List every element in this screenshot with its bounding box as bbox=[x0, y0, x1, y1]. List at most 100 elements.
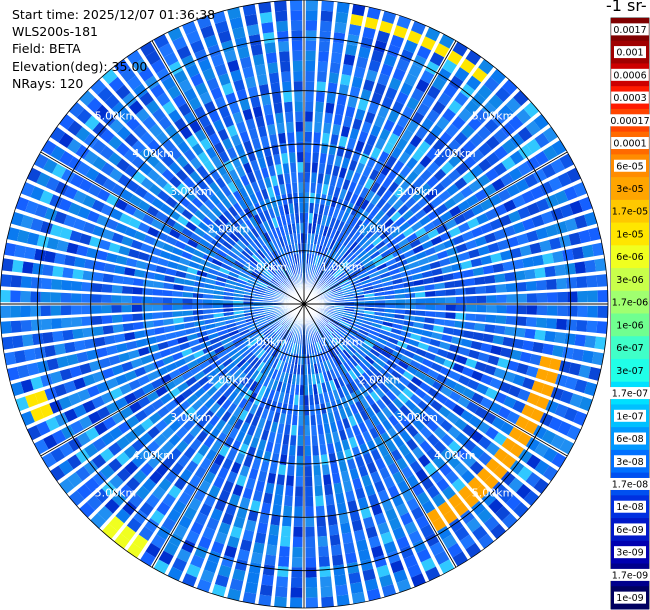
ray-line bbox=[303, 10, 384, 305]
range-gate bbox=[398, 376, 411, 387]
colorbar-label-bg bbox=[614, 455, 646, 468]
range-gate bbox=[270, 175, 278, 187]
range-gate bbox=[84, 477, 100, 493]
range-gate bbox=[315, 278, 322, 288]
range-gate bbox=[448, 254, 461, 264]
range-gate bbox=[344, 225, 354, 236]
range-gate bbox=[496, 305, 507, 314]
range-gate bbox=[56, 356, 69, 369]
range-gate bbox=[432, 76, 447, 91]
range-gate bbox=[445, 470, 459, 485]
range-gate bbox=[280, 61, 291, 73]
range-gate bbox=[474, 236, 487, 247]
range-gate bbox=[366, 588, 381, 601]
range-gate bbox=[268, 240, 277, 252]
range-gate bbox=[324, 248, 332, 259]
range-gate bbox=[500, 471, 516, 486]
range-gate bbox=[137, 222, 151, 233]
range-gate bbox=[406, 96, 420, 111]
range-gate bbox=[581, 244, 594, 258]
range-gate bbox=[454, 91, 469, 107]
range-gate bbox=[536, 292, 548, 303]
range-gate bbox=[190, 365, 202, 376]
range-gate bbox=[264, 312, 276, 317]
range-gate bbox=[539, 239, 552, 252]
colorbar-label: 1.7e-05 bbox=[612, 207, 648, 218]
range-gate bbox=[275, 291, 286, 297]
range-gate bbox=[334, 574, 347, 586]
range-gate bbox=[414, 388, 427, 399]
range-gate bbox=[212, 304, 224, 309]
range-gate bbox=[415, 468, 429, 482]
range-gate bbox=[364, 355, 375, 365]
range-gate bbox=[316, 319, 325, 328]
range-gate bbox=[170, 189, 183, 202]
range-gate bbox=[400, 417, 412, 430]
range-gate bbox=[459, 58, 476, 74]
range-gate bbox=[576, 276, 588, 289]
range-gate bbox=[440, 211, 453, 223]
range-gate bbox=[252, 54, 265, 66]
range-gate bbox=[422, 394, 435, 406]
ray-line bbox=[303, 77, 508, 305]
range-gate bbox=[150, 509, 165, 525]
range-gate bbox=[484, 275, 496, 284]
range-gate bbox=[245, 76, 257, 89]
range-gate bbox=[287, 465, 295, 476]
range-gate bbox=[341, 532, 354, 544]
range-gate bbox=[379, 383, 390, 394]
range-gate bbox=[92, 122, 108, 137]
range-gate bbox=[202, 410, 215, 422]
range-gate bbox=[123, 203, 137, 216]
range-gate bbox=[155, 176, 168, 189]
range-gate bbox=[388, 414, 399, 427]
range-gate bbox=[259, 584, 273, 597]
range-gate bbox=[343, 266, 353, 274]
range-gate bbox=[281, 444, 289, 456]
range-gate bbox=[350, 581, 364, 594]
range-gate bbox=[491, 178, 506, 192]
range-gate bbox=[359, 186, 370, 199]
range-gate bbox=[310, 364, 315, 375]
range-gate bbox=[525, 472, 541, 488]
range-gate bbox=[182, 298, 193, 304]
range-gate bbox=[404, 452, 417, 465]
range-gate bbox=[378, 444, 390, 458]
range-gate bbox=[336, 365, 345, 377]
range-gate bbox=[319, 316, 329, 323]
range-gate bbox=[200, 569, 215, 583]
range-gate bbox=[333, 186, 341, 198]
range-gate bbox=[391, 146, 403, 159]
range-gate bbox=[209, 337, 221, 345]
range-gate bbox=[122, 323, 134, 332]
range-gate bbox=[76, 245, 89, 257]
range-gate bbox=[298, 415, 304, 426]
range-gate bbox=[228, 329, 240, 337]
range-gate bbox=[487, 242, 500, 254]
range-gate bbox=[502, 336, 514, 347]
range-gate bbox=[285, 414, 292, 425]
range-gate bbox=[234, 286, 246, 291]
range-gate bbox=[422, 202, 435, 214]
range-gate bbox=[436, 223, 449, 235]
range-gate bbox=[421, 94, 436, 108]
range-gate bbox=[551, 139, 567, 156]
range-gate bbox=[7, 366, 20, 381]
colorbar-label-bg bbox=[608, 568, 650, 581]
range-gate bbox=[549, 237, 562, 250]
range-gate bbox=[157, 257, 169, 267]
range-gate bbox=[305, 476, 313, 487]
range-gate bbox=[349, 324, 360, 332]
range-gate bbox=[421, 500, 436, 514]
range-gate bbox=[287, 132, 295, 143]
range-gate bbox=[468, 415, 482, 429]
ray-line bbox=[303, 303, 560, 470]
range-gate bbox=[64, 254, 76, 267]
range-gate bbox=[427, 369, 440, 380]
range-gate bbox=[522, 340, 534, 352]
range-gate bbox=[139, 501, 154, 517]
colorbar-label-bg bbox=[614, 409, 646, 422]
range-gate bbox=[373, 436, 385, 449]
range-gate bbox=[254, 64, 267, 76]
range-gate bbox=[247, 509, 259, 522]
